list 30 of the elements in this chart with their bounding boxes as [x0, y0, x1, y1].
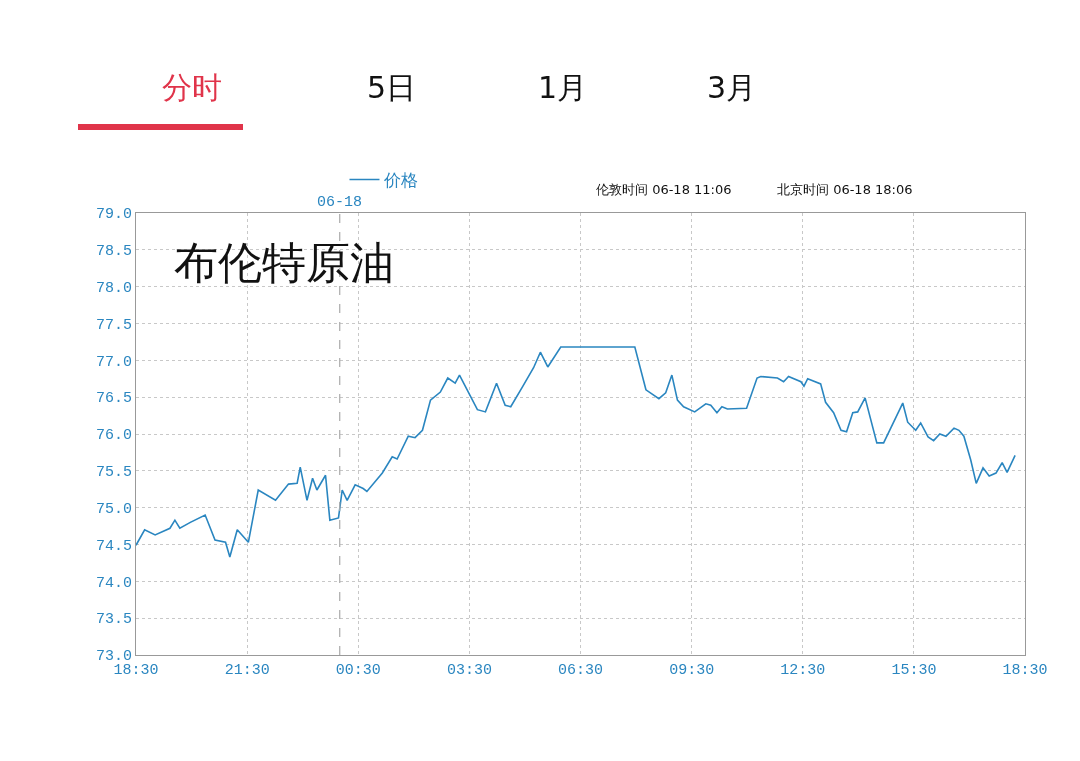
- x-tick-label: 06:30: [557, 662, 604, 679]
- text: 伦敦时间 06-18 11:06: [596, 182, 732, 197]
- y-tick-label: 75.5: [95, 464, 132, 482]
- text: 3月: [707, 70, 757, 105]
- y-tick-label: 74.5: [95, 537, 132, 555]
- y-tick-label: 77.0: [95, 353, 132, 371]
- y-tick-label: 74.0: [95, 574, 132, 592]
- annotation: 布伦特原油: [174, 237, 394, 288]
- text: 1月: [538, 70, 588, 105]
- x-tick-label: 00:30: [335, 662, 381, 679]
- y-tick-label: 79.0: [95, 206, 132, 224]
- legend-label: 价格: [383, 170, 419, 191]
- x-tick-label: 15:30: [891, 662, 937, 679]
- x-tick-label: 18:30: [1002, 662, 1048, 679]
- x-tick-label: 18:30: [113, 662, 159, 679]
- ref-line-label: 06-18: [317, 194, 363, 211]
- y-tick-label: 76.0: [95, 427, 132, 445]
- x-tick-label: 21:30: [224, 662, 270, 679]
- x-tick-label: 03:30: [446, 662, 492, 679]
- y-tick-label: 73.5: [95, 611, 132, 629]
- text: 5日: [367, 70, 417, 105]
- x-tick-label: 12:30: [780, 662, 826, 679]
- y-tick-label: 78.5: [95, 243, 132, 261]
- y-tick-label: 76.5: [95, 390, 132, 408]
- y-tick-label: 78.0: [95, 279, 132, 297]
- x-tick-label: 09:30: [669, 662, 715, 679]
- y-tick-label: 75.0: [95, 500, 132, 518]
- text: 分时: [162, 70, 222, 105]
- text: 北京时间 06-18 18:06: [777, 182, 913, 197]
- y-tick-label: 77.5: [95, 316, 132, 334]
